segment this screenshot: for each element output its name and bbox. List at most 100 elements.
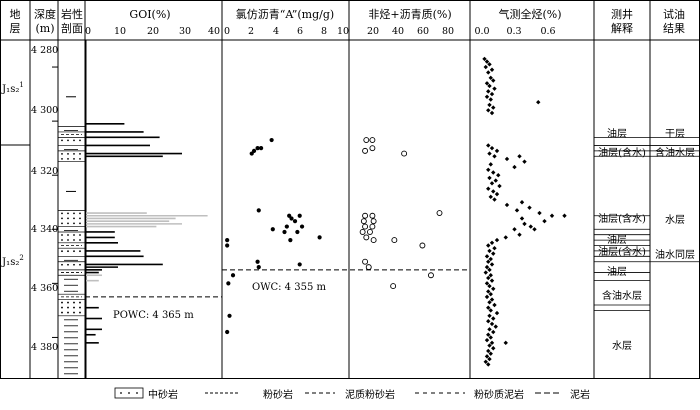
lithology-sand-dot <box>79 311 81 314</box>
gas-point <box>489 67 495 72</box>
lithology-sand-dot <box>61 306 63 309</box>
nonhydro-point <box>369 145 376 152</box>
nonhydro-point <box>419 242 426 249</box>
goi-tick: 10 <box>114 26 126 37</box>
legend-label: 中砂岩 <box>148 388 178 401</box>
legend: 中砂岩 粉砂岩 泥质粉砂岩 粉砂质泥岩 泥岩 <box>148 388 590 401</box>
legend-sand-dot <box>136 392 138 394</box>
gas-point <box>514 208 520 213</box>
depth-tick: 4 360 <box>31 283 58 294</box>
gas-point <box>486 186 491 191</box>
gas-point <box>493 324 498 329</box>
gas-point <box>487 175 492 181</box>
chloroform-tick: 2 <box>248 26 254 37</box>
gas-point <box>488 273 493 278</box>
lithology-sand-dot <box>67 239 69 241</box>
logging-label: 含油水层 <box>602 289 642 302</box>
lithology-sand-dot <box>73 239 75 241</box>
lithology-sand-dot <box>67 152 69 155</box>
lithology-sand-dot <box>73 234 75 236</box>
gas-point <box>486 167 491 172</box>
gas-point <box>487 327 492 332</box>
gas-point <box>528 224 533 229</box>
logging-label: 油层(含水) <box>598 146 646 159</box>
stratum-upper-sup: 1 <box>19 81 23 89</box>
chloroform-point <box>226 281 231 286</box>
gas-point <box>519 200 525 205</box>
gas-point <box>488 75 493 81</box>
depth-tick: 4 280 <box>31 45 58 56</box>
lithology-sand-dot <box>61 139 63 142</box>
logging-label: 油层 <box>607 127 627 140</box>
header-logging-1: 测井 <box>611 7 633 21</box>
gas-point <box>487 62 492 67</box>
lithology-sand-dot <box>61 250 63 253</box>
stratum-lower: J₁s₂2 <box>1 254 24 268</box>
gas-point <box>487 102 492 108</box>
axis-ticks: 0 10 20 30 40 0 2 4 6 8 10 20 40 60 80 0… <box>85 26 556 37</box>
depth-tick: 4 340 <box>31 224 58 235</box>
gas-point <box>487 267 492 273</box>
gas-point <box>486 289 491 294</box>
gas-tick: 0.6 <box>540 26 555 37</box>
gas-point <box>487 248 492 254</box>
gas-point <box>488 194 493 200</box>
gas-point <box>484 337 490 343</box>
lithology-sand-dot <box>79 306 81 309</box>
lithology-sand-dot <box>79 157 81 160</box>
lithology-sand-dot <box>79 212 81 215</box>
header-depth-1: 深度 <box>34 7 56 21</box>
gas-point <box>489 181 495 186</box>
chloroform-point <box>230 273 236 278</box>
nonhydro-tick: 60 <box>417 26 429 37</box>
goi-tick: 20 <box>147 26 159 37</box>
gas-point <box>494 237 500 243</box>
lithology-sand-dot <box>79 250 81 253</box>
gas-point <box>483 64 488 70</box>
chloroform-point <box>225 329 230 335</box>
chloroform-point <box>284 224 289 229</box>
lithology-sand-dot <box>67 311 69 314</box>
gas-point <box>492 86 497 91</box>
chloroform-point <box>297 213 302 218</box>
strata-labels: J₁s₂1 J₁s₂2 <box>1 81 24 268</box>
gas-point <box>488 335 493 340</box>
gas-point <box>486 275 491 281</box>
header-logging-2: 解释 <box>611 21 633 35</box>
logging-label: 水层 <box>612 340 632 352</box>
gas-point <box>537 210 542 216</box>
lithology-sand-dot <box>73 152 75 155</box>
legend-label: 泥岩 <box>570 388 590 401</box>
lithology-sand-dot <box>79 152 81 155</box>
gas-point <box>489 340 495 346</box>
test-results: 干层 含油水层 水层 油水同层 <box>655 128 695 261</box>
header-lithology-2: 剖面 <box>61 21 83 35</box>
goi-tick: 30 <box>179 26 191 37</box>
nonhydro-point <box>391 237 398 244</box>
nonhydro-point <box>428 272 434 279</box>
gas-tick: 0.0 <box>474 26 489 37</box>
gas-point <box>488 97 493 102</box>
gas-point <box>496 173 501 178</box>
nonhydro-point <box>369 223 376 230</box>
gas-point <box>492 246 497 251</box>
nonhydro-point <box>370 237 377 244</box>
nonhydro-point <box>369 137 376 143</box>
header-lithology-1: 岩性 <box>61 7 83 21</box>
chloroform-tick: 0 <box>224 26 230 37</box>
gas-point <box>484 81 490 86</box>
lithology-sand-dot <box>67 306 69 309</box>
gas-point <box>492 154 497 159</box>
nonhydro-point <box>362 147 369 154</box>
gas-point <box>527 205 532 210</box>
header-goi: GOI(%) <box>129 8 170 21</box>
gas-point <box>487 83 492 89</box>
gas-point <box>484 94 490 99</box>
gas-point <box>491 189 496 194</box>
legend-sand-dot <box>128 392 130 394</box>
lithology-sand-dot <box>79 263 81 266</box>
gas-point <box>486 305 491 310</box>
legend-label: 粉砂质泥岩 <box>474 388 524 401</box>
gas-point <box>491 286 496 291</box>
